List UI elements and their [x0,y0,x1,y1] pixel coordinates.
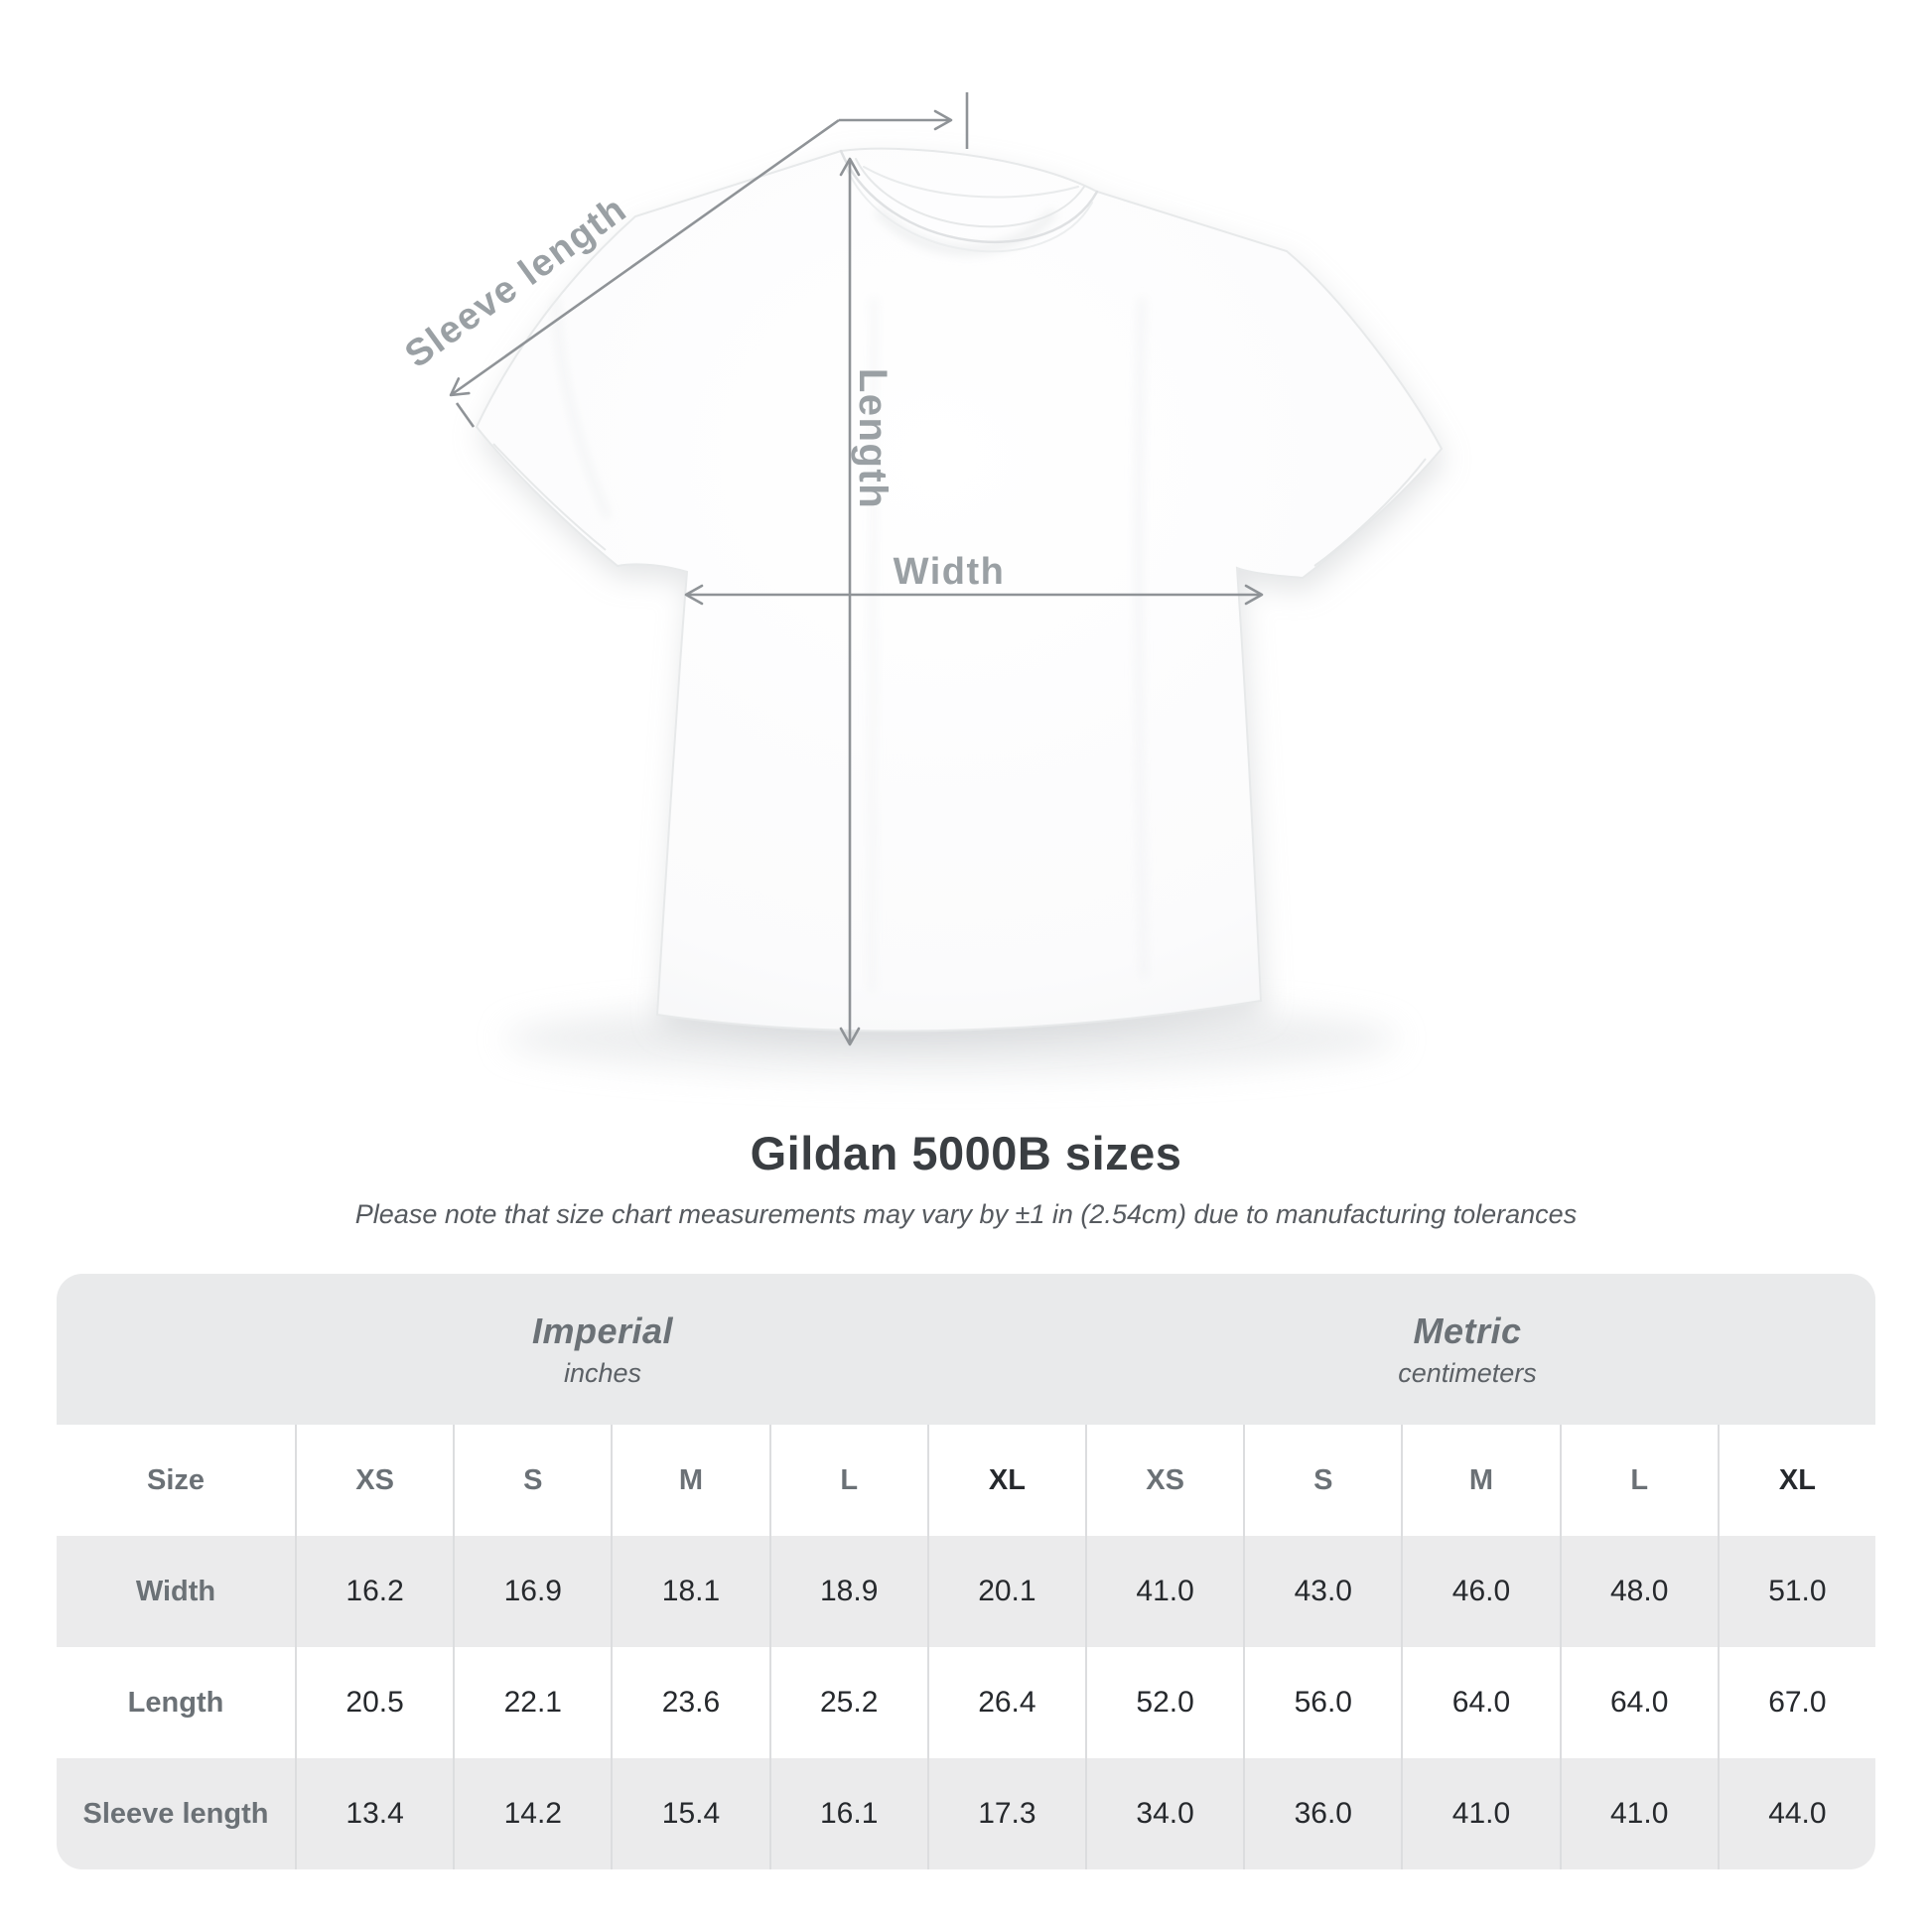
tolerance-note: Please note that size chart measurements… [354,1199,1578,1229]
length-metric-l: 64.0 [1559,1647,1718,1758]
table-row-length: Length 20.5 22.1 23.6 25.2 26.4 52.0 56.… [57,1647,1875,1758]
row-label-length: Length [127,1686,224,1719]
imperial-label: Imperial [531,1310,674,1351]
width-metric-l: 48.0 [1559,1536,1718,1647]
sleeve-imperial-l: 16.1 [768,1758,927,1869]
width-imperial-xs: 16.2 [295,1536,453,1647]
size-column-header: Size [146,1463,206,1496]
imperial-size-header-s: S [453,1425,611,1536]
sleeve-metric-xs: 34.0 [1084,1758,1243,1869]
imperial-size-header-l: L [768,1425,927,1536]
length-metric-s: 56.0 [1243,1647,1401,1758]
collar [839,149,1099,253]
length-imperial-xs: 20.5 [295,1647,453,1758]
length-imperial-l: 25.2 [768,1647,927,1758]
metric-unit-header: Metric centimeters [1085,1274,1875,1425]
sleeve-imperial-s: 14.2 [453,1758,611,1869]
sleeve-metric-l: 41.0 [1559,1758,1718,1869]
sleeve-imperial-m: 15.4 [611,1758,768,1869]
table-row-width: Width 16.2 16.9 18.1 18.9 20.1 41.0 43.0… [57,1536,1875,1647]
imperial-unit-header: Imperial inches [57,1274,1085,1425]
metric-unit: centimeters [1398,1357,1537,1388]
length-label: Length [851,368,895,509]
imperial-unit: inches [563,1357,642,1388]
length-metric-xs: 52.0 [1084,1647,1243,1758]
imperial-size-header-m: M [611,1425,768,1536]
width-imperial-xl: 20.1 [926,1536,1085,1647]
metric-label: Metric [1413,1310,1522,1351]
width-imperial-l: 18.9 [768,1536,927,1647]
imperial-size-header-xs: XS [295,1425,453,1536]
tshirt-measurement-diagram: Sleeve length Length Width [398,92,1444,1074]
table-header-row: Size XS S M L XL XS S M L XL [57,1425,1875,1536]
length-imperial-s: 22.1 [453,1647,611,1758]
sleeve-imperial-xs: 13.4 [295,1758,453,1869]
dimension-lines [449,92,1264,1046]
cuff-seams [492,443,1427,567]
width-metric-s: 43.0 [1243,1536,1401,1647]
table-row-sleeve-length: Sleeve length 13.4 14.2 15.4 16.1 17.3 3… [57,1758,1875,1869]
sleeve-metric-m: 41.0 [1401,1758,1559,1869]
width-label: Width [894,551,1006,593]
unit-band: Imperial inches Metric centimeters [57,1274,1875,1425]
width-metric-xl: 51.0 [1717,1536,1875,1647]
imperial-size-header-xl: XL [926,1425,1085,1536]
length-imperial-xl: 26.4 [926,1647,1085,1758]
width-metric-xs: 41.0 [1084,1536,1243,1647]
metric-size-header-m: M [1401,1425,1559,1536]
metric-size-header-s: S [1243,1425,1401,1536]
sleeve-metric-xl: 44.0 [1717,1758,1875,1869]
sleeve-length-end-tick [455,402,476,428]
metric-size-header-l: L [1559,1425,1718,1536]
row-label-sleeve-length: Sleeve length [82,1797,269,1830]
length-imperial-m: 23.6 [611,1647,768,1758]
size-table: Imperial inches Metric centimeters Size … [57,1274,1875,1869]
page-title: Gildan 5000B sizes [750,1127,1182,1179]
sleeve-metric-s: 36.0 [1243,1758,1401,1869]
metric-size-header-xl: XL [1717,1425,1875,1536]
length-metric-xl: 67.0 [1717,1647,1875,1758]
row-label-width: Width [135,1575,216,1607]
width-imperial-s: 16.9 [453,1536,611,1647]
sleeve-imperial-xl: 17.3 [926,1758,1085,1869]
length-metric-m: 64.0 [1401,1647,1559,1758]
sleeve-length-dimension-line [449,118,840,397]
metric-size-header-xs: XS [1084,1425,1243,1536]
width-metric-m: 46.0 [1401,1536,1559,1647]
width-imperial-m: 18.1 [611,1536,768,1647]
